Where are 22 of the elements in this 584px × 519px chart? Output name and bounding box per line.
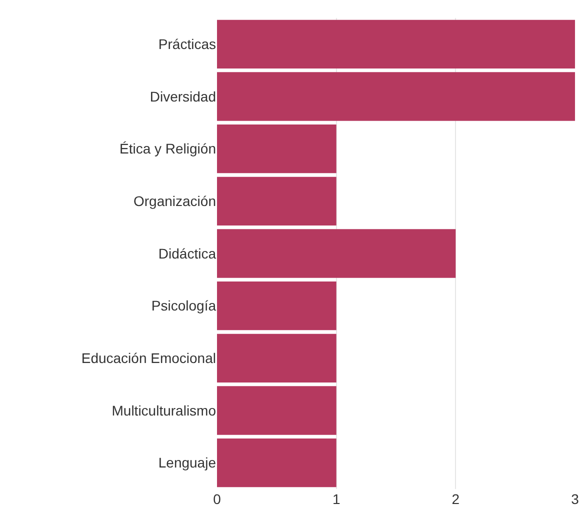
y-tick-label: Lenguaje <box>158 454 216 471</box>
bar <box>217 229 456 278</box>
y-tick-label: Ética y Religión <box>120 140 216 157</box>
y-tick-label: Diversidad <box>150 88 216 104</box>
bar <box>217 176 336 226</box>
y-tick-label: Multiculturalismo <box>112 402 216 418</box>
y-tick-label: Psicología <box>151 298 216 314</box>
y-tick-label: Organización <box>134 193 216 210</box>
bar <box>217 438 336 488</box>
x-tick-label: 2 <box>452 491 460 507</box>
x-tick-label: 0 <box>213 491 222 507</box>
bar <box>217 334 336 382</box>
bar <box>217 386 336 435</box>
bar <box>217 282 336 330</box>
bar <box>217 124 336 174</box>
x-tick-label: 3 <box>571 491 580 507</box>
y-tick-label: Prácticas <box>158 36 216 52</box>
bar <box>217 72 575 121</box>
y-tick-label: Educación Emocional <box>81 350 216 366</box>
y-tick-label: Didáctica <box>158 245 216 262</box>
bar <box>217 20 575 68</box>
x-tick-label: 1 <box>332 491 340 507</box>
